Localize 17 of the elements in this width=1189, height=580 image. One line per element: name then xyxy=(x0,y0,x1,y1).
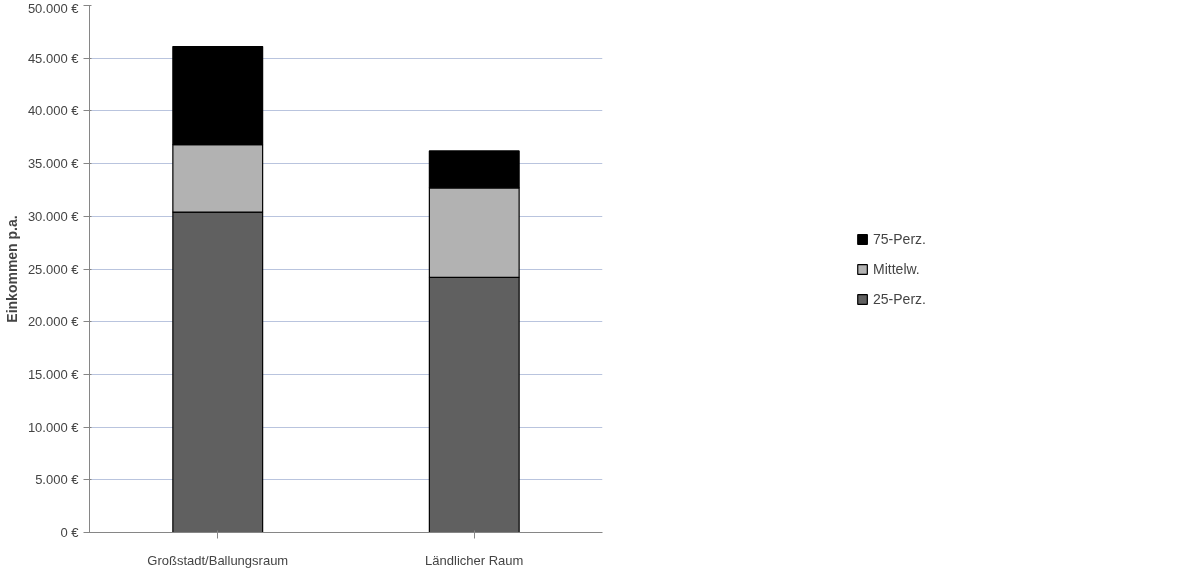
y-axis-title: Einkommen p.a. xyxy=(3,215,20,323)
y-tick-label: 15.000 € xyxy=(27,366,80,382)
y-tick-label: 10.000 € xyxy=(27,419,80,435)
y-tick-label: 35.000 € xyxy=(27,156,80,172)
y-tick-label: 40.000 € xyxy=(27,103,80,119)
y-tick-label: 50.000 € xyxy=(27,0,80,16)
x-tick-label: Großstadt/Ballungsraum xyxy=(147,552,289,568)
legend-label: Mittelw. xyxy=(873,260,920,277)
y-tick-label: 45.000 € xyxy=(27,50,80,66)
legend-label: 75-Perz. xyxy=(873,230,926,247)
y-tick-label: 5.000 € xyxy=(35,472,80,488)
x-tick-label: Ländlicher Raum xyxy=(425,552,524,568)
y-tick-label: 30.000 € xyxy=(27,208,80,224)
legend-label: 25-Perz. xyxy=(873,290,926,307)
y-tick-label: 20.000 € xyxy=(27,314,80,330)
y-tick-label: 25.000 € xyxy=(27,261,80,277)
y-tick-label: 0 € xyxy=(60,525,80,540)
